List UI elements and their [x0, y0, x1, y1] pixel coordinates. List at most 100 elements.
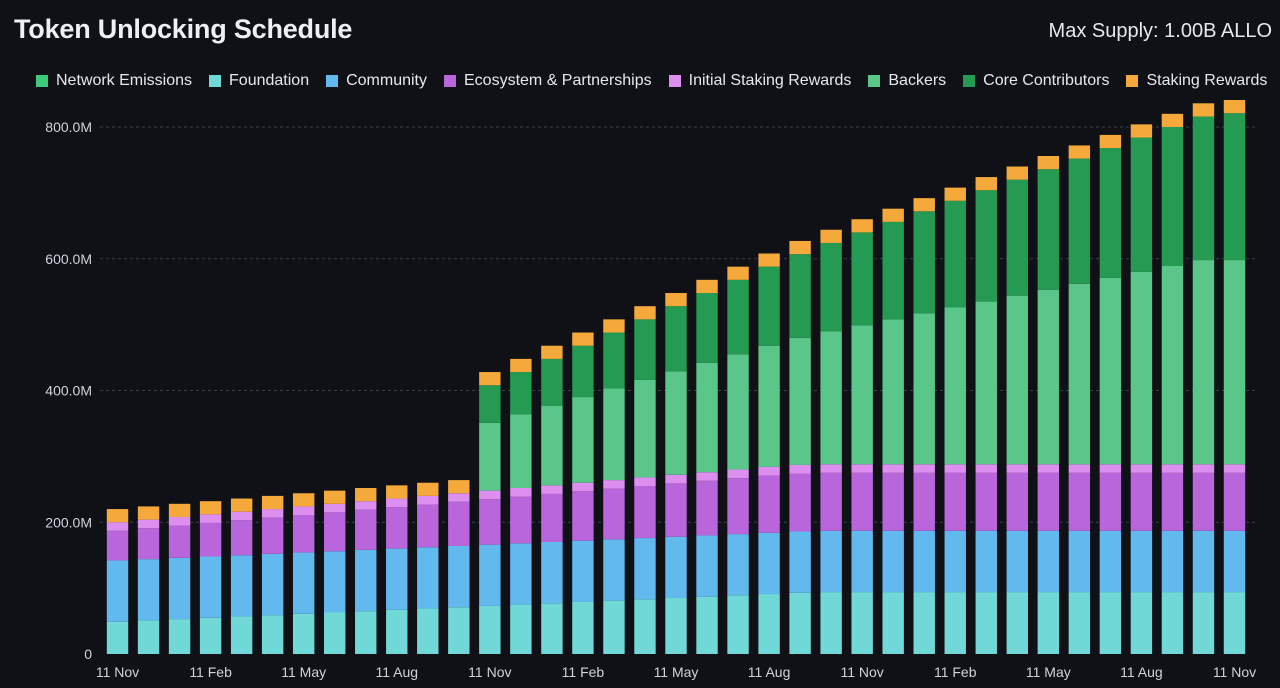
bar-segment[interactable] [1130, 592, 1153, 654]
bar-segment[interactable] [851, 530, 873, 593]
bar-segment[interactable] [1130, 530, 1153, 593]
bar-segment[interactable] [913, 211, 935, 314]
bar-segment[interactable] [479, 422, 501, 491]
bar-segment[interactable] [168, 525, 191, 558]
bar-segment[interactable] [665, 598, 687, 654]
bar-segment[interactable] [882, 592, 904, 654]
bar-segment[interactable] [1037, 592, 1060, 654]
bar-segment[interactable] [758, 253, 780, 267]
bar-segment[interactable] [510, 488, 532, 497]
bar-segment[interactable] [261, 553, 284, 616]
bar-segment[interactable] [292, 613, 315, 654]
bar-segment[interactable] [975, 530, 997, 593]
bar-segment[interactable] [541, 405, 563, 486]
bar-segment[interactable] [572, 601, 594, 654]
bar-segment[interactable] [448, 545, 470, 608]
bar-segment[interactable] [261, 509, 284, 518]
bar-segment[interactable] [230, 511, 253, 521]
bar-segment[interactable] [1068, 472, 1091, 531]
bar-segment[interactable] [913, 464, 935, 473]
bar-segment[interactable] [324, 503, 346, 513]
bar-segment[interactable] [106, 530, 129, 561]
bar-segment[interactable] [789, 337, 811, 465]
bar-segment[interactable] [1223, 464, 1246, 473]
bar-segment[interactable] [1037, 155, 1060, 170]
bar-segment[interactable] [975, 472, 997, 531]
bar-segment[interactable] [882, 221, 904, 320]
bar-segment[interactable] [758, 266, 780, 346]
bar-segment[interactable] [1161, 530, 1184, 593]
bar-segment[interactable] [882, 464, 904, 473]
bar-segment[interactable] [665, 293, 687, 307]
bar-segment[interactable] [137, 506, 160, 520]
bar-segment[interactable] [1099, 530, 1122, 593]
bar-segment[interactable] [1037, 530, 1060, 593]
legend-item-network-emissions[interactable]: Network Emissions [36, 72, 192, 90]
bar-segment[interactable] [510, 604, 532, 654]
bar-segment[interactable] [1161, 113, 1184, 127]
bar-segment[interactable] [355, 509, 377, 550]
bar-segment[interactable] [758, 466, 780, 476]
bar-segment[interactable] [355, 549, 377, 612]
bar-segment[interactable] [851, 464, 873, 473]
bar-segment[interactable] [696, 480, 718, 536]
bar-segment[interactable] [696, 535, 718, 597]
bar-segment[interactable] [820, 242, 842, 332]
bar-segment[interactable] [603, 388, 625, 481]
bar-segment[interactable] [541, 542, 563, 604]
bar-segment[interactable] [603, 319, 625, 333]
bar-segment[interactable] [603, 332, 625, 389]
bar-segment[interactable] [634, 379, 656, 478]
bar-segment[interactable] [758, 345, 780, 467]
bar-segment[interactable] [820, 592, 842, 654]
bar-segment[interactable] [324, 490, 346, 504]
bar-segment[interactable] [510, 358, 532, 373]
bar-segment[interactable] [417, 608, 439, 654]
bar-segment[interactable] [665, 474, 687, 484]
bar-segment[interactable] [820, 464, 842, 473]
bar-segment[interactable] [292, 552, 315, 614]
bar-segment[interactable] [572, 482, 594, 492]
bar-segment[interactable] [975, 190, 997, 302]
bar-segment[interactable] [851, 592, 873, 654]
bar-segment[interactable] [1161, 472, 1184, 531]
bar-segment[interactable] [1130, 271, 1153, 465]
bar-segment[interactable] [417, 547, 439, 609]
bar-segment[interactable] [944, 200, 966, 308]
bar-segment[interactable] [230, 616, 253, 654]
bar-segment[interactable] [292, 506, 315, 515]
bar-segment[interactable] [1099, 148, 1122, 278]
bar-segment[interactable] [1068, 145, 1091, 159]
bar-segment[interactable] [913, 313, 935, 465]
bar-segment[interactable] [820, 331, 842, 465]
bar-segment[interactable] [727, 279, 749, 355]
bar-segment[interactable] [975, 464, 997, 473]
bar-segment[interactable] [944, 530, 966, 593]
bar-segment[interactable] [572, 397, 594, 483]
bar-segment[interactable] [851, 219, 873, 233]
bar-segment[interactable] [944, 307, 966, 465]
bar-segment[interactable] [541, 603, 563, 654]
bar-segment[interactable] [230, 520, 253, 556]
bar-segment[interactable] [479, 605, 501, 654]
bar-segment[interactable] [727, 478, 749, 535]
bar-segment[interactable] [168, 557, 191, 620]
bar-segment[interactable] [106, 621, 129, 654]
bar-segment[interactable] [634, 306, 656, 320]
bar-segment[interactable] [1037, 289, 1060, 465]
bar-segment[interactable] [1006, 295, 1028, 465]
bar-segment[interactable] [106, 560, 129, 622]
bar-segment[interactable] [355, 611, 377, 654]
bar-segment[interactable] [386, 498, 408, 508]
bar-segment[interactable] [975, 177, 997, 191]
bar-segment[interactable] [510, 414, 532, 488]
bar-segment[interactable] [448, 480, 470, 494]
bar-segment[interactable] [386, 485, 408, 499]
bar-segment[interactable] [1099, 277, 1122, 465]
bar-segment[interactable] [1037, 472, 1060, 531]
bar-segment[interactable] [820, 472, 842, 531]
bar-segment[interactable] [1223, 113, 1246, 261]
bar-segment[interactable] [1068, 283, 1091, 465]
bar-segment[interactable] [696, 362, 718, 473]
bar-segment[interactable] [106, 509, 129, 523]
